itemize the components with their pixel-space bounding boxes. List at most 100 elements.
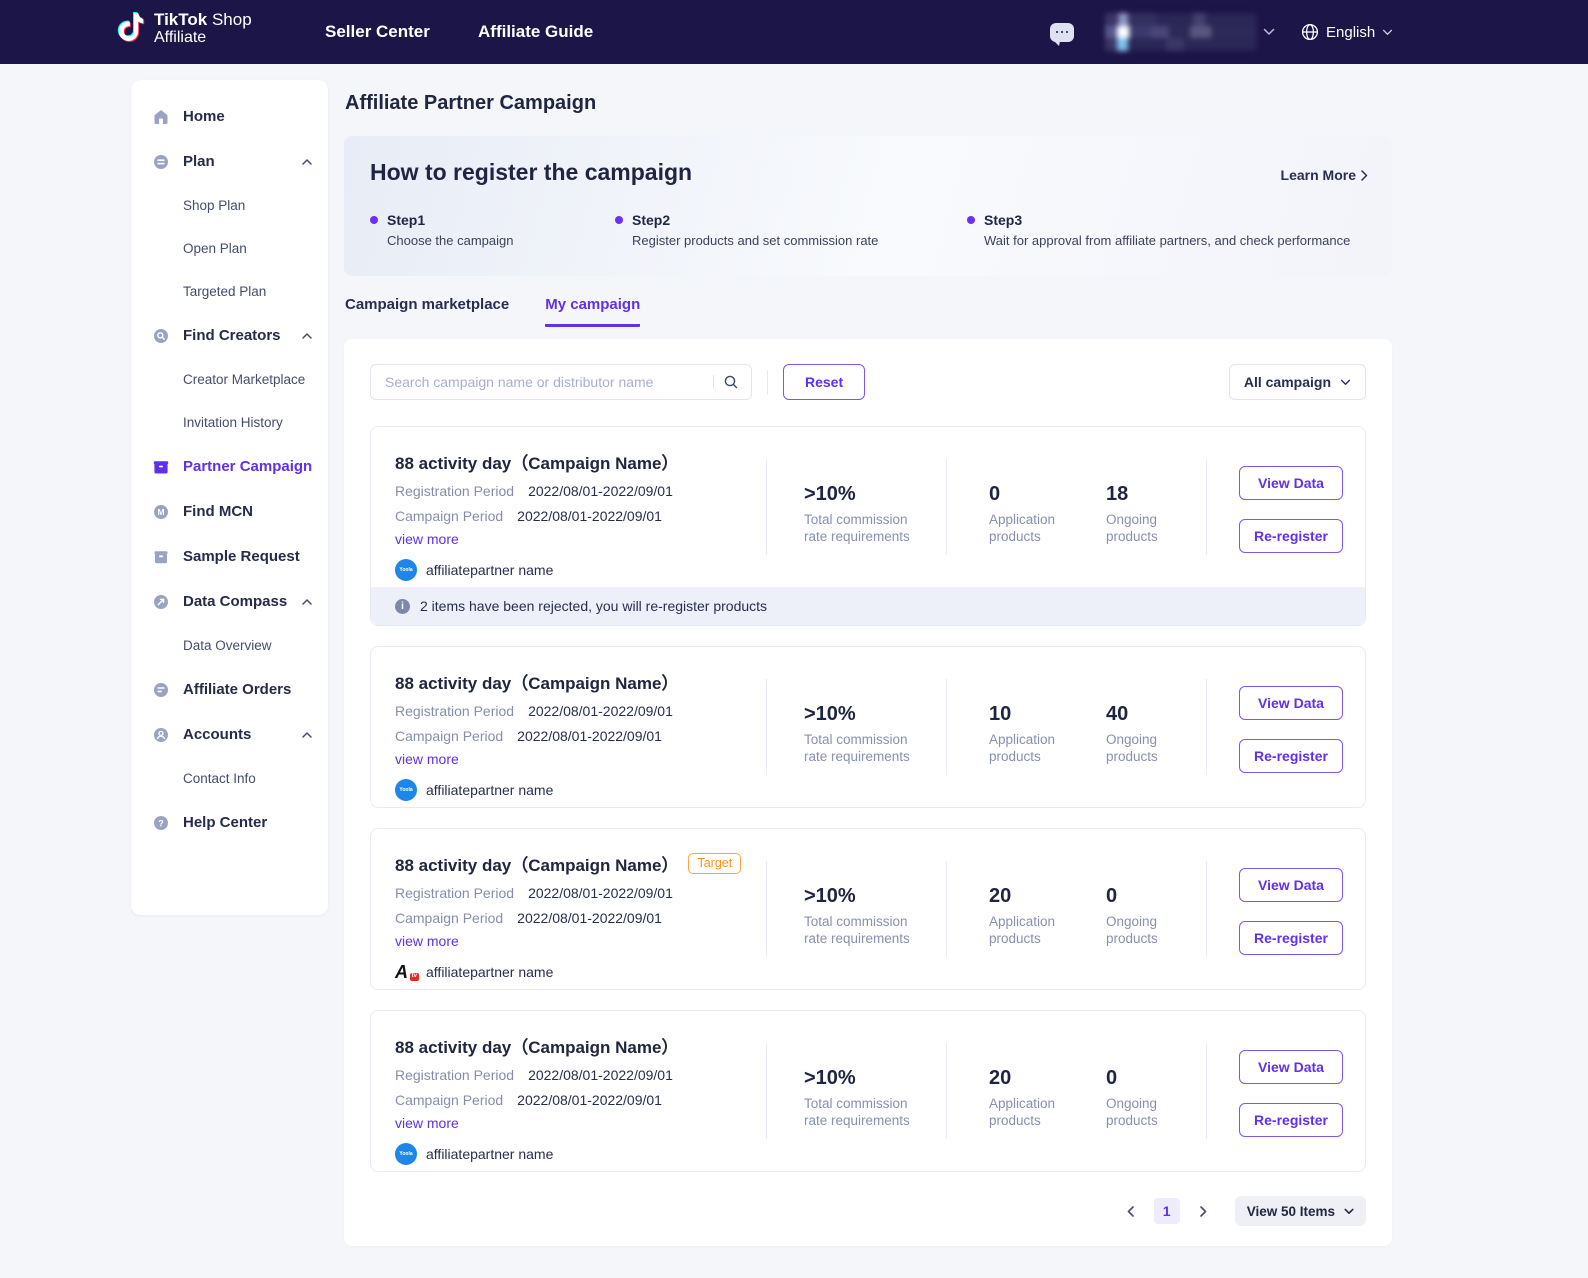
top-navbar: TikTok Shop Affiliate Seller Center Affi… <box>0 0 1588 64</box>
view-data-button[interactable]: View Data <box>1239 868 1343 902</box>
partner-row: Yoola affiliatepartner name <box>395 1143 1341 1165</box>
sidebar: Home Plan Shop Plan Open Plan Targeted P… <box>131 80 328 915</box>
all-campaign-label: All campaign <box>1243 374 1331 390</box>
re-register-button[interactable]: Re-register <box>1239 1103 1343 1137</box>
account-chevron-down-icon[interactable] <box>1263 28 1275 36</box>
view-more-link[interactable]: view more <box>395 751 459 767</box>
nav-item-affiliate-guide[interactable]: Affiliate Guide <box>478 22 594 41</box>
view-more-link[interactable]: view more <box>395 933 459 949</box>
sidebar-item-accounts[interactable]: Accounts <box>131 712 328 757</box>
campaign-panel: Reset All campaign 88 activity day（Campa… <box>344 339 1392 1246</box>
ongoing-products-value: 18 <box>1106 483 1129 505</box>
info-icon <box>395 598 410 614</box>
view-data-button[interactable]: View Data <box>1239 1050 1343 1084</box>
tiktok-shop-affiliate-logo[interactable]: TikTok Shop Affiliate <box>115 10 252 47</box>
divider <box>946 861 947 957</box>
filter-row: Reset All campaign <box>370 364 1366 400</box>
registration-period-value: 2022/08/01-2022/09/01 <box>528 483 673 499</box>
view-more-link[interactable]: view more <box>395 531 459 547</box>
commission-value: >10% <box>804 885 856 907</box>
re-register-button[interactable]: Re-register <box>1239 921 1343 955</box>
sidebar-item-home[interactable]: Home <box>131 94 328 139</box>
all-campaign-dropdown[interactable]: All campaign <box>1228 364 1366 400</box>
campaign-period-row: Campaign Period 2022/08/01-2022/09/01 <box>395 1092 1341 1108</box>
step-dot <box>370 216 378 224</box>
campaign-title-text: 88 activity day（Campaign Name） <box>395 1038 679 1057</box>
application-products-stat: 20 Application products <box>989 1067 1084 1130</box>
sidebar-subitem-label: Invitation History <box>183 415 283 430</box>
pagination-prev-icon[interactable] <box>1123 1202 1138 1221</box>
sidebar-item-invitation-history[interactable]: Invitation History <box>131 401 328 444</box>
sidebar-item-contact-info[interactable]: Contact Info <box>131 757 328 800</box>
search-icon[interactable] <box>723 374 739 390</box>
help-question-icon: ? <box>152 814 170 832</box>
partner-avatar: Yoola <box>395 779 417 801</box>
view-data-button[interactable]: View Data <box>1239 686 1343 720</box>
target-badge: Target <box>688 852 742 875</box>
partner-name: affiliatepartner name <box>426 782 554 798</box>
sidebar-item-targeted-plan[interactable]: Targeted Plan <box>131 270 328 313</box>
chat-message-icon[interactable] <box>1050 22 1074 46</box>
campaign-card: 88 activity day（Campaign Name） Registrat… <box>370 1010 1366 1172</box>
svg-text:?: ? <box>158 818 164 828</box>
sidebar-item-label: Sample Request <box>183 548 300 565</box>
tab-my-campaign[interactable]: My campaign <box>545 296 641 327</box>
commission-label: Total commission rate requirements <box>804 732 910 764</box>
campaign-period-label: Campaign Period <box>395 910 504 926</box>
partner-campaign-box-icon <box>152 458 170 476</box>
sidebar-item-data-compass[interactable]: Data Compass <box>131 579 328 624</box>
campaign-period-label: Campaign Period <box>395 728 504 744</box>
ongoing-products-value: 0 <box>1106 1067 1118 1089</box>
reset-button[interactable]: Reset <box>783 364 866 400</box>
sidebar-item-data-overview[interactable]: Data Overview <box>131 624 328 667</box>
partner-avatar-tv-badge: tv <box>409 972 419 981</box>
sidebar-item-creator-marketplace[interactable]: Creator Marketplace <box>131 358 328 401</box>
sidebar-item-find-mcn[interactable]: M Find MCN <box>131 489 328 534</box>
sidebar-item-partner-campaign[interactable]: Partner Campaign <box>131 444 328 489</box>
page-size-dropdown[interactable]: View 50 Items <box>1234 1196 1366 1226</box>
re-register-button[interactable]: Re-register <box>1239 739 1343 773</box>
main-content: Affiliate Partner Campaign How to regist… <box>344 80 1392 1246</box>
tab-campaign-marketplace[interactable]: Campaign marketplace <box>345 296 510 313</box>
brand-name-bold: TikTok <box>154 10 208 29</box>
sidebar-item-open-plan[interactable]: Open Plan <box>131 227 328 270</box>
campaign-period-value: 2022/08/01-2022/09/01 <box>517 1092 662 1108</box>
search-input[interactable] <box>383 373 707 391</box>
learn-more-link[interactable]: Learn More <box>1281 167 1368 183</box>
nav-item-seller-center[interactable]: Seller Center <box>325 22 430 41</box>
accounts-person-icon <box>152 726 170 744</box>
sidebar-item-plan[interactable]: Plan <box>131 139 328 184</box>
divider <box>766 1043 767 1139</box>
language-chevron-down-icon <box>1383 29 1393 35</box>
re-register-button[interactable]: Re-register <box>1239 519 1343 553</box>
chevron-up-icon <box>302 332 312 339</box>
view-more-link[interactable]: view more <box>395 1115 459 1131</box>
campaign-title: 88 activity day（Campaign Name） Target <box>395 851 1341 876</box>
campaign-title-text: 88 activity day（Campaign Name） <box>395 454 679 473</box>
partner-avatar: Yoola <box>395 1143 417 1165</box>
pagination-next-icon[interactable] <box>1196 1202 1211 1221</box>
tiktok-note-icon <box>117 12 145 43</box>
registration-period-row: Registration Period 2022/08/01-2022/09/0… <box>395 483 1341 499</box>
partner-name: affiliatepartner name <box>426 1146 554 1162</box>
pagination-page-1[interactable]: 1 <box>1153 1198 1180 1224</box>
ongoing-products-label: Ongoing products <box>1106 914 1158 946</box>
page-title: Affiliate Partner Campaign <box>345 92 597 114</box>
sidebar-item-affiliate-orders[interactable]: Affiliate Orders <box>131 667 328 712</box>
account-name-blurred[interactable] <box>1105 13 1257 51</box>
registration-period-row: Registration Period 2022/08/01-2022/09/0… <box>395 1067 1341 1083</box>
commission-stat: >10% Total commission rate requirements <box>804 483 934 546</box>
chevron-down-icon <box>1344 1208 1354 1214</box>
sidebar-item-shop-plan[interactable]: Shop Plan <box>131 184 328 227</box>
svg-text:M: M <box>157 507 164 517</box>
language-selector[interactable]: English <box>1301 23 1393 41</box>
sidebar-item-sample-request[interactable]: Sample Request <box>131 534 328 579</box>
find-creators-search-icon <box>152 327 170 345</box>
partner-row: Yoola affiliatepartner name <box>395 559 1341 581</box>
view-data-button[interactable]: View Data <box>1239 466 1343 500</box>
sidebar-item-help-center[interactable]: ? Help Center <box>131 800 328 845</box>
campaign-period-value: 2022/08/01-2022/09/01 <box>517 508 662 524</box>
campaign-period-label: Campaign Period <box>395 1092 504 1108</box>
campaign-period-row: Campaign Period 2022/08/01-2022/09/01 <box>395 910 1341 926</box>
sidebar-item-find-creators[interactable]: Find Creators <box>131 313 328 358</box>
